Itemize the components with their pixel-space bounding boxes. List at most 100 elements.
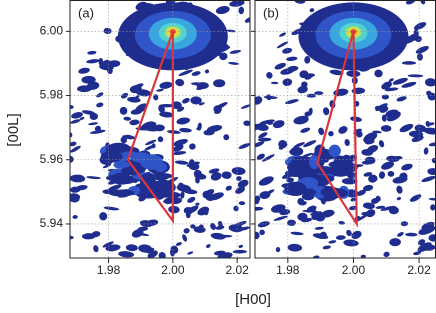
intensity-blob (379, 105, 389, 113)
intensity-blob (386, 155, 400, 162)
intensity-blob (176, 117, 191, 125)
intensity-blob (223, 134, 230, 141)
intensity-blob (180, 191, 185, 199)
intensity-blob (127, 96, 141, 103)
intensity-blob (426, 90, 432, 96)
y-tick-label: 5.94 (40, 216, 64, 230)
intensity-blob (139, 220, 154, 228)
intensity-blob (94, 125, 101, 132)
intensity-blob (210, 172, 222, 181)
intensity-blob (185, 205, 199, 215)
intensity-blob (272, 120, 285, 129)
intensity-blob (121, 92, 129, 99)
intensity-blob (196, 82, 209, 90)
intensity-blob (123, 116, 132, 121)
intensity-blob (70, 141, 77, 147)
intensity-blob (390, 238, 398, 245)
intensity-blob (151, 189, 175, 198)
intensity-blob (362, 202, 375, 210)
panel-label-box (259, 4, 283, 22)
intensity-blob (385, 109, 399, 118)
intensity-blob (243, 120, 250, 127)
intensity-blob (219, 52, 228, 61)
intensity-blob (428, 122, 435, 126)
panel-frame (69, 0, 251, 259)
intensity-blob (270, 81, 279, 85)
intensity-blob (374, 69, 383, 78)
intensity-blob (259, 119, 275, 125)
intensity-blob (225, 185, 232, 191)
intensity-blob (314, 91, 324, 95)
path-line (126, 30, 174, 225)
intensity-blob (285, 99, 299, 105)
intensity-blob (387, 170, 395, 177)
intensity-blob (286, 219, 296, 226)
intensity-blob (344, 139, 350, 146)
intensity-blob (345, 240, 359, 247)
intensity-blob (274, 62, 286, 70)
intensity-blob (401, 61, 417, 65)
intensity-blob (263, 95, 278, 99)
intensity-blob (421, 176, 436, 183)
intensity-blob (182, 97, 190, 104)
intensity-blob (399, 123, 414, 133)
intensity-blob (226, 29, 236, 33)
intensity-blob (244, 16, 250, 23)
intensity-blob (428, 197, 436, 201)
intensity-blob (191, 71, 201, 76)
intensity-blob (240, 104, 250, 109)
intensity-blob (297, 198, 305, 205)
intensity-blob (303, 140, 317, 148)
path-line (316, 31, 358, 228)
intensity-blob (384, 87, 399, 92)
intensity-blob (301, 217, 313, 223)
intensity-blob (409, 194, 422, 202)
intensity-blob (273, 215, 288, 221)
intensity-blob (405, 33, 418, 41)
intensity-blob (365, 209, 376, 218)
intensity-blob (238, 143, 250, 149)
intensity-blob (231, 167, 246, 175)
intensity-blob (122, 134, 132, 138)
intensity-blob (259, 229, 265, 236)
intensity-blob (381, 94, 389, 100)
intensity-blob (221, 171, 232, 179)
intensity-blob (258, 137, 272, 142)
intensity-blob (103, 27, 112, 35)
intensity-blob (105, 244, 121, 252)
intensity-blob (381, 81, 392, 90)
plot-area (70, 0, 250, 258)
intensity-blob (187, 251, 194, 255)
intensity-blob (309, 8, 315, 13)
intensity-blob (255, 123, 269, 131)
intensity-blob (120, 136, 128, 144)
intensity-blob (113, 177, 135, 185)
intensity-blob (198, 102, 205, 106)
intensity-blob (145, 139, 157, 146)
intensity-blob (286, 56, 298, 61)
intensity-blob (297, 85, 308, 94)
intensity-blob (427, 168, 436, 176)
intensity-blob (144, 125, 160, 132)
intensity-blob (365, 156, 376, 163)
intensity-blob (173, 138, 188, 147)
intensity-blob (308, 107, 313, 116)
intensity-blob (190, 96, 202, 105)
intensity-blob (70, 105, 74, 109)
intensity-blob (372, 130, 382, 134)
intensity-blob (256, 153, 265, 160)
y-axis-label: [00L] (5, 113, 22, 146)
intensity-blob (328, 240, 337, 244)
intensity-blob (396, 196, 402, 201)
intensity-blob (213, 105, 222, 114)
intensity-blob (304, 56, 311, 64)
intensity-blob (282, 78, 293, 86)
intensity-blob (175, 78, 185, 87)
intensity-blob (175, 242, 182, 246)
intensity-blob (417, 242, 432, 253)
intensity-blob (312, 233, 329, 240)
intensity-blob (79, 116, 85, 121)
intensity-blob (261, 154, 275, 162)
intensity-blob (213, 79, 226, 88)
intensity-blob (179, 127, 192, 133)
